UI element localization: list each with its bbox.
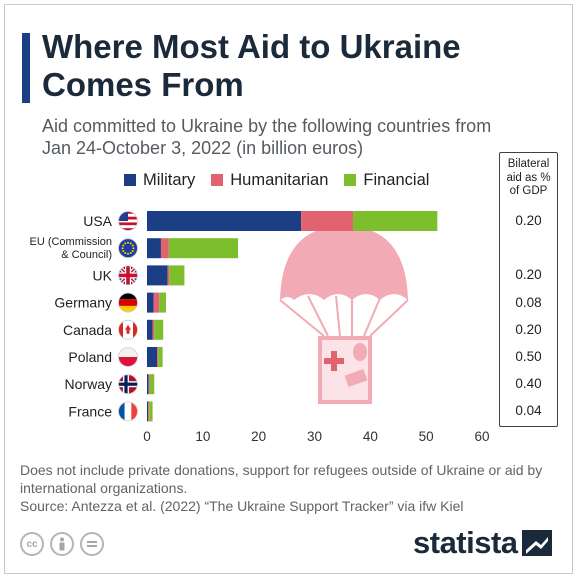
legend-swatch-financial	[344, 174, 357, 186]
legend-item-humanitarian: Humanitarian	[211, 171, 328, 190]
category-label-7: France	[68, 403, 112, 419]
germany-flag-icon	[118, 292, 138, 313]
bar-military-1	[147, 238, 161, 259]
x-tick-label-0: 0	[143, 429, 151, 444]
gdp-share-value-7: 0.04	[515, 403, 542, 419]
bar-financial-6	[149, 374, 155, 395]
category-label-6: Norway	[65, 376, 112, 392]
bar-humanitarian-0	[301, 211, 354, 231]
bar-humanitarian-6	[148, 374, 150, 395]
bar-financial-4	[154, 319, 164, 340]
legend-label-humanitarian: Humanitarian	[230, 170, 329, 189]
gdp-share-value-2: 0.20	[515, 267, 542, 283]
bar-military-3	[147, 292, 154, 313]
title-accent-bar	[22, 33, 30, 103]
bar-financial-5	[158, 347, 163, 367]
bar-financial-7	[149, 401, 153, 422]
chart-subtitle: Aid committed to Ukraine by the followin…	[42, 116, 492, 158]
license-icons: cc	[20, 532, 110, 556]
legend: Military Humanitarian Financial	[124, 170, 445, 190]
gdp-share-value-4: 0.20	[515, 321, 542, 337]
x-tick-label-5: 50	[419, 429, 434, 444]
gdp-share-value-3: 0.08	[515, 294, 542, 310]
category-label-1: EU (Commission & Council)	[29, 236, 112, 261]
x-tick-label-4: 40	[363, 429, 378, 444]
bar-military-7	[147, 401, 149, 422]
gdp-share-value-0: 0.20	[515, 213, 542, 228]
parachute-aid-icon	[279, 226, 409, 404]
bar-military-2	[147, 265, 168, 286]
bar-humanitarian-3	[153, 292, 160, 313]
x-tick-label-3: 30	[307, 429, 322, 444]
bar-military-5	[147, 347, 158, 367]
bar-military-0	[147, 211, 302, 231]
chart-title: Where Most Aid to Ukraine Comes From	[42, 28, 461, 103]
bar-military-4	[147, 319, 153, 340]
bar-humanitarian-1	[160, 238, 169, 259]
legend-swatch-military	[124, 174, 136, 186]
bar-financial-0	[353, 211, 438, 231]
bar-humanitarian-2	[167, 265, 170, 286]
gdp-share-value-5: 0.50	[515, 349, 542, 364]
category-label-4: Canada	[63, 322, 112, 338]
legend-item-financial: Financial	[344, 171, 429, 190]
category-label-5: Poland	[68, 349, 112, 365]
attribution-icon	[50, 532, 74, 556]
bar-humanitarian-7	[148, 401, 150, 422]
cc-icon: cc	[20, 532, 44, 556]
legend-label-financial: Financial	[363, 170, 430, 189]
statista-logo: statista	[413, 525, 552, 561]
uk-flag-icon	[118, 265, 138, 286]
chart-note: Does not include private donations, supp…	[20, 462, 543, 496]
bar-humanitarian-4	[152, 319, 155, 340]
gdp-share-value-6: 0.40	[515, 376, 542, 392]
no-derivatives-icon	[80, 532, 104, 556]
category-label-0: USA	[83, 213, 112, 229]
bar-financial-1	[168, 238, 239, 259]
chart-source: Source: Antezza et al. (2022) “The Ukrai…	[20, 498, 464, 514]
stacked-bar-chart: USA EU (Commission & Council) UK Germany Cana…	[29, 211, 490, 444]
gdp-share-header: Bilateral aid as % of GDP	[506, 158, 551, 197]
eu-flag-icon	[118, 238, 138, 259]
x-tick-label-1: 10	[195, 429, 210, 444]
statista-wordmark: statista	[413, 525, 518, 560]
bar-financial-2	[169, 265, 185, 286]
legend-label-military: Military	[143, 170, 196, 189]
legend-swatch-humanitarian	[211, 174, 224, 186]
poland-flag-icon	[118, 347, 138, 367]
x-tick-label-6: 60	[474, 429, 489, 444]
bar-humanitarian-5	[157, 347, 159, 367]
bar-financial-3	[159, 292, 166, 313]
legend-item-military: Military	[124, 171, 195, 190]
norway-flag-icon	[118, 374, 138, 395]
category-label-3: Germany	[54, 295, 112, 311]
gdp-share-panel: Bilateral aid as % of GDP 0.20 0.20 0.08 0.…	[499, 152, 558, 427]
x-tick-label-2: 20	[251, 429, 266, 444]
category-label-2: UK	[93, 267, 113, 283]
bar-military-6	[147, 374, 149, 395]
us-flag-icon	[118, 211, 138, 231]
statista-logo-icon	[521, 530, 552, 556]
france-flag-icon	[118, 401, 138, 422]
canada-flag-icon	[118, 319, 138, 340]
